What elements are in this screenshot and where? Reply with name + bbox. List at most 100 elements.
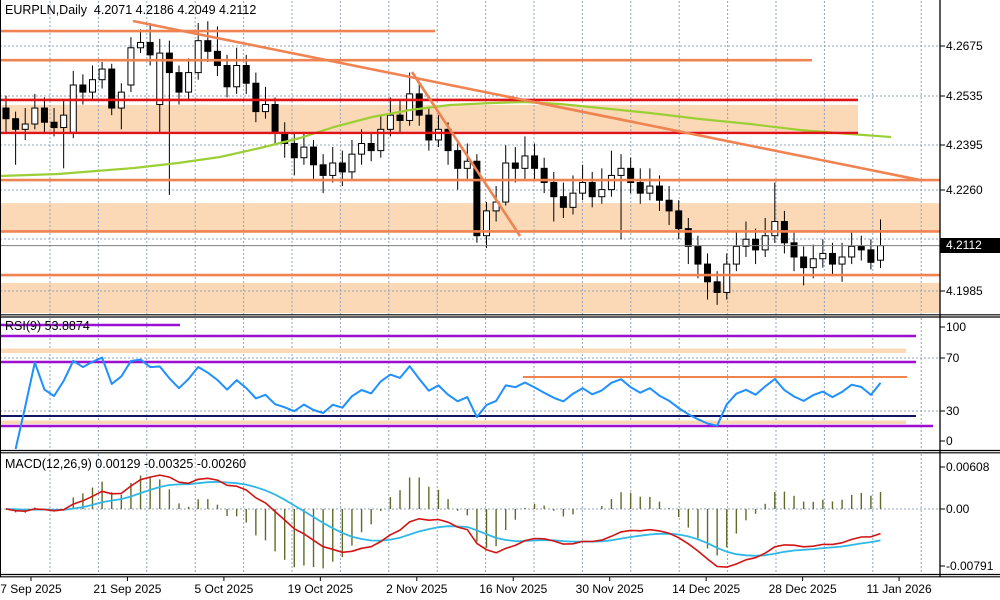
bull-candle-body: [156, 52, 164, 106]
bear-candle-body: [867, 249, 875, 263]
bear-candle-body: [271, 104, 279, 134]
bull-candle-body: [377, 128, 385, 152]
bear-candle-body: [310, 146, 318, 166]
bear-candle-body: [665, 199, 673, 212]
bear-candle-body: [290, 143, 298, 159]
bear-candle-body: [675, 210, 683, 230]
rsi-indicator-label: RSI(9) 53.8874: [5, 319, 90, 333]
axis-label: 4.2395: [946, 138, 983, 152]
bull-candle-body: [617, 167, 625, 176]
macd-indicator-label: MACD(12,26,9) 0.00129 -0.00325 -0.00260: [5, 457, 247, 471]
bear-candle-body: [713, 281, 721, 293]
axis-label: 0.00608: [946, 460, 990, 474]
axis-label: 0: [946, 434, 953, 448]
bull-candle-body: [819, 252, 827, 260]
date-label: 11 Jan 2026: [866, 582, 931, 596]
bear-candle-body: [531, 155, 539, 169]
bull-candle-body: [771, 221, 779, 237]
date-label: 2 Nov 2025: [386, 582, 448, 596]
axis-label: 4.2535: [946, 89, 983, 103]
bear-candle-body: [511, 162, 519, 169]
axis-label: 70: [946, 351, 960, 365]
bear-candle-body: [444, 128, 452, 152]
bull-candle-body: [607, 174, 615, 191]
bull-candle-body: [434, 128, 442, 141]
date-label: 16 Nov 2025: [479, 582, 547, 596]
bull-candle-body: [31, 107, 39, 125]
macd-signal-line: [5, 480, 881, 557]
bear-candle-body: [627, 167, 635, 184]
bear-candle-body: [684, 228, 692, 247]
bear-candle-body: [655, 185, 663, 201]
date-label: 19 Oct 2025: [288, 582, 354, 596]
bear-candle-body: [828, 252, 836, 265]
rsi-zone: [0, 348, 906, 353]
bull-candle-body: [838, 256, 846, 265]
axis-label: 100: [946, 320, 966, 334]
axis-label: 0.00: [946, 502, 970, 516]
bear-candle-body: [252, 82, 260, 113]
bull-candle-body: [463, 160, 471, 169]
bear-candle-body: [40, 107, 48, 123]
bull-candle-body: [646, 185, 654, 194]
bear-candle-body: [165, 52, 173, 74]
bull-candle-body: [483, 210, 490, 237]
bear-candle-body: [396, 114, 404, 121]
bear-candle-body: [857, 245, 865, 251]
bull-candle-body: [723, 263, 731, 293]
bear-candle-body: [108, 68, 116, 109]
date-label: 5 Oct 2025: [195, 582, 254, 596]
axis-label: 30: [946, 404, 960, 418]
bear-candle-body: [752, 238, 760, 251]
bull-candle-body: [137, 41, 145, 49]
moving-average-line: [0, 100, 892, 178]
axis-label: 4.2675: [946, 39, 983, 53]
axis-label: 4.1985: [946, 284, 983, 298]
bear-candle-body: [204, 40, 212, 52]
bull-candle-body: [761, 235, 769, 251]
bear-candle-body: [175, 72, 183, 93]
bear-candle-body: [559, 196, 567, 208]
support-resistance-zone: [0, 203, 940, 232]
current-price-tag: 4.2112: [940, 238, 1000, 253]
bear-candle-body: [800, 256, 808, 269]
bear-candle-body: [319, 164, 327, 176]
bear-candle-body: [454, 150, 462, 169]
bull-candle-body: [579, 182, 587, 194]
date-label: 14 Dec 2025: [672, 582, 740, 596]
symbol-ohlc-title: EURPLN,Daily 4.2071 4.2186 4.2049 4.2112: [5, 3, 257, 17]
bull-candle-body: [569, 192, 577, 208]
bull-candle-body: [742, 238, 750, 247]
bull-candle-body: [69, 84, 77, 134]
bull-candle-body: [233, 65, 241, 88]
bear-candle-body: [473, 160, 481, 237]
bull-candle-body: [21, 123, 29, 130]
bear-candle-body: [790, 242, 798, 258]
bear-candle-body: [425, 114, 433, 141]
macd-main-line: [5, 474, 881, 568]
bull-candle-body: [848, 245, 856, 258]
bear-candle-body: [213, 50, 221, 67]
bull-candle-body: [358, 143, 366, 155]
bear-candle-body: [12, 118, 20, 130]
bull-candle-body: [809, 258, 817, 269]
bear-candle-body: [588, 182, 596, 198]
bull-candle-body: [386, 114, 394, 130]
bear-candle-body: [223, 65, 231, 88]
bear-candle-body: [338, 162, 346, 173]
axis-label: 4.2260: [946, 183, 983, 197]
bull-candle-body: [348, 153, 356, 173]
bull-candle-body: [732, 245, 740, 265]
bear-candle-body: [50, 121, 58, 129]
bear-candle-body: [415, 93, 423, 116]
date-label: 7 Sep 2025: [0, 582, 62, 596]
date-label: 21 Sep 2025: [93, 582, 161, 596]
support-resistance-zone: [0, 282, 940, 314]
bear-candle-body: [550, 182, 558, 198]
bull-candle-body: [329, 162, 337, 176]
bear-candle-body: [367, 143, 375, 152]
bull-candle-body: [521, 155, 529, 169]
descending-trendline: [132, 19, 921, 182]
